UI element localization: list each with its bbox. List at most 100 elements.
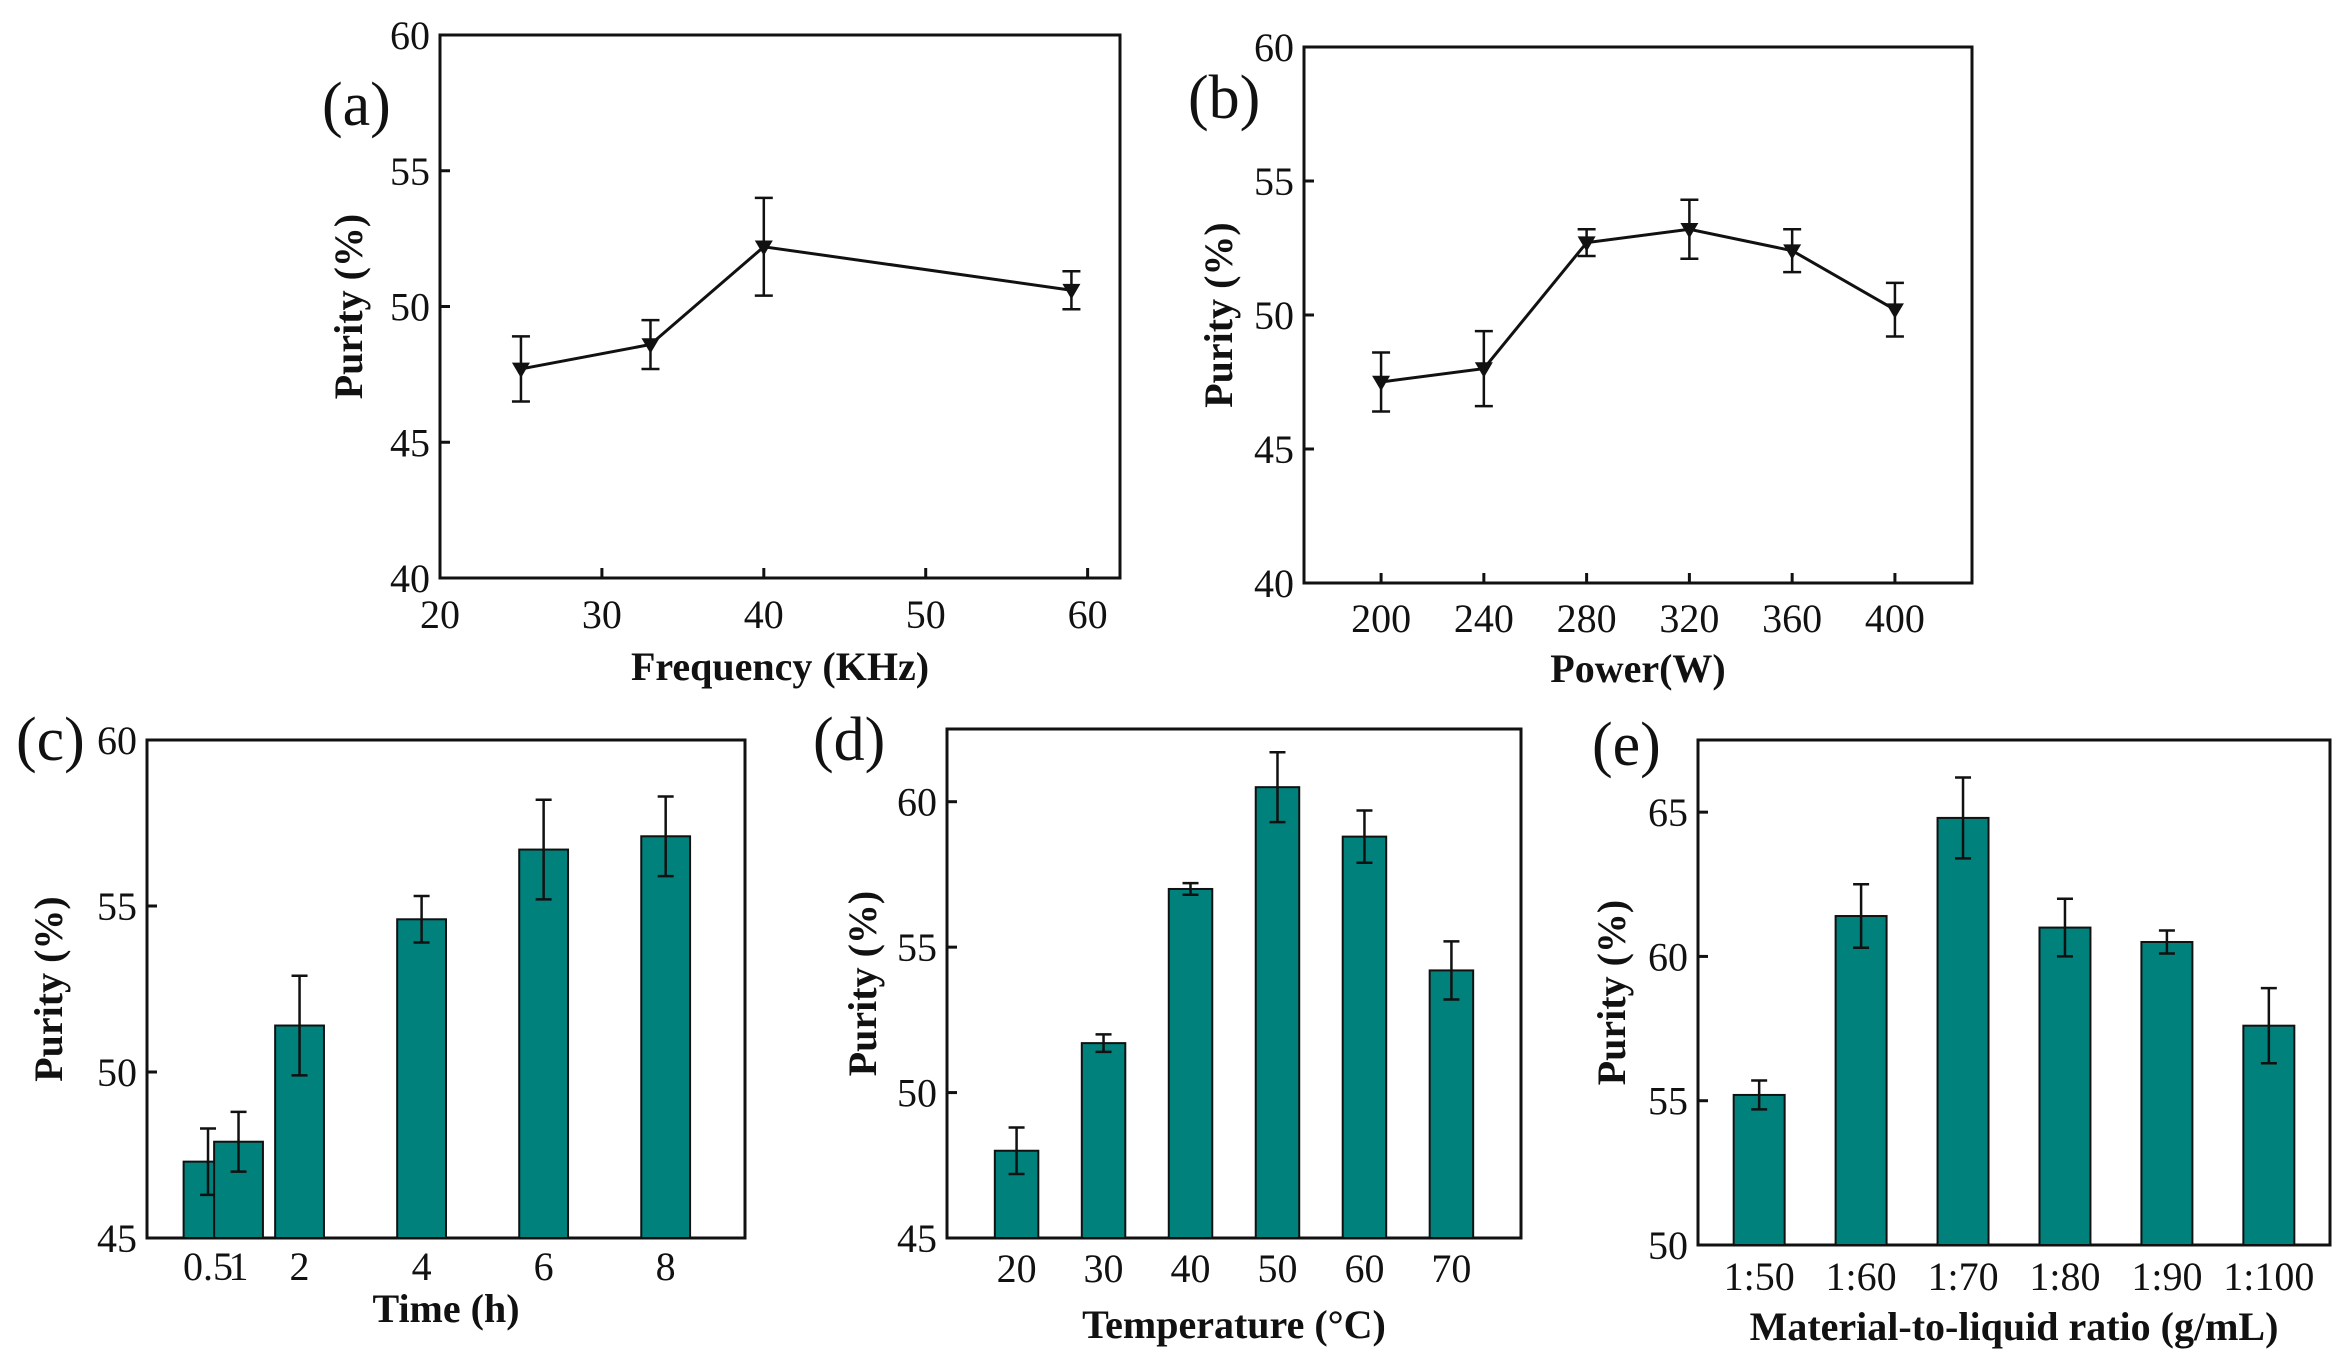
bar-60 — [1341, 835, 1388, 1239]
x-tick-label: 20 — [420, 592, 460, 637]
y-tick-label: 45 — [97, 1216, 137, 1261]
y-tick-label: 65 — [1648, 790, 1688, 835]
x-axis-title: Power(W) — [1550, 646, 1725, 691]
y-tick-label: 50 — [1254, 293, 1294, 338]
x-tick-label: 360 — [1762, 596, 1822, 641]
y-tick-label: 50 — [897, 1071, 937, 1116]
x-tick-label: 1:50 — [1724, 1254, 1795, 1299]
y-tick-label: 50 — [390, 285, 430, 330]
y-tick-label: 40 — [390, 556, 430, 601]
series-line — [520, 245, 1072, 371]
y-tick-label: 60 — [1254, 25, 1294, 70]
x-tick-label: 4 — [412, 1244, 432, 1289]
plot-frame — [438, 33, 1122, 580]
x-tick-label: 240 — [1454, 596, 1514, 641]
x-tick-label: 2 — [290, 1244, 310, 1289]
bar-50 — [1254, 786, 1301, 1240]
y-tick-label: 60 — [390, 13, 430, 58]
y-axis-title: Purity (%) — [326, 214, 371, 400]
data-point — [511, 362, 530, 378]
x-tick-label: 1:100 — [2223, 1254, 2314, 1299]
panel-label-d: (d) — [813, 706, 885, 774]
x-tick-label: 60 — [1068, 592, 1108, 637]
plot-frame — [1696, 738, 2332, 1247]
chart-panel-c: (c) 45 50 55 60 0.51 2 4 6 8 Time (h) Purity (%) — [16, 706, 747, 1331]
bar-1:70 — [1936, 816, 1990, 1247]
x-tick-label: 1:60 — [1826, 1254, 1897, 1299]
x-tick-label: 0.5 — [183, 1244, 233, 1289]
x-tick-label: 60 — [1344, 1246, 1384, 1291]
bar-6 — [518, 848, 570, 1239]
y-tick-label: 55 — [390, 149, 430, 194]
bar-1:80 — [2038, 926, 2092, 1246]
y-axis-title: Purity (%) — [1589, 900, 1634, 1086]
x-tick-label: 1:90 — [2131, 1254, 2202, 1299]
y-tick-label: 60 — [897, 780, 937, 825]
x-tick-label: 8 — [656, 1244, 676, 1289]
x-axis-title: Temperature (°C) — [1082, 1302, 1386, 1347]
data-point — [1885, 303, 1904, 319]
bar-8 — [640, 835, 692, 1240]
bar-1:90 — [2140, 941, 2194, 1246]
data-point — [641, 338, 660, 354]
x-tick-label: 30 — [1084, 1246, 1124, 1291]
y-tick-label: 45 — [1254, 427, 1294, 472]
chart-panel-d: (d) 45 50 55 60 20 30 40 50 60 70 Temperature (°C) P… — [813, 706, 1523, 1347]
x-tick-label: 40 — [1171, 1246, 1211, 1291]
data-point — [754, 240, 773, 256]
x-tick-label: 30 — [582, 592, 622, 637]
x-tick-label: 320 — [1659, 596, 1719, 641]
data-point — [1680, 222, 1699, 239]
y-axis-title: Purity (%) — [1196, 222, 1241, 408]
panel-label-b: (b) — [1188, 64, 1260, 132]
bar-30 — [1080, 1042, 1127, 1240]
series-line — [1380, 227, 1896, 384]
x-tick-label: 280 — [1557, 596, 1617, 641]
bar-40 — [1167, 887, 1214, 1239]
chart-panel-a: (a) 40 45 50 55 60 20 30 40 50 60 Frequency (KHz) Pu… — [322, 13, 1122, 689]
x-tick-label: 20 — [997, 1246, 1037, 1291]
x-tick-label: 40 — [744, 592, 784, 637]
bar-4 — [396, 918, 448, 1240]
data-point — [1372, 375, 1391, 391]
y-axis-title: Purity (%) — [840, 891, 885, 1077]
chart-panel-b: (b) 40 45 50 55 60 200 240 280 320 360 400 Power(W) P… — [1188, 25, 1974, 691]
plot-frame — [1302, 45, 1974, 585]
x-tick-label: 1:80 — [2029, 1254, 2100, 1299]
y-tick-label: 55 — [897, 925, 937, 970]
y-tick-label: 55 — [1254, 159, 1294, 204]
x-axis-title: Time (h) — [372, 1286, 519, 1331]
y-tick-label: 45 — [390, 420, 430, 465]
panel-label-a: (a) — [322, 71, 391, 139]
x-tick-label: 50 — [906, 592, 946, 637]
y-tick-label: 55 — [1648, 1079, 1688, 1124]
x-tick-label: 70 — [1431, 1246, 1471, 1291]
x-tick-label: 400 — [1865, 596, 1925, 641]
y-tick-label: 60 — [97, 718, 137, 763]
data-point — [1577, 236, 1596, 252]
x-tick-label: 6 — [534, 1244, 554, 1289]
x-tick-label: 50 — [1257, 1246, 1297, 1291]
x-tick-label: 1 — [229, 1244, 249, 1289]
bar-1:50 — [1732, 1093, 1786, 1247]
panel-label-e: (e) — [1592, 711, 1661, 779]
y-axis-title: Purity (%) — [26, 896, 71, 1082]
data-point — [1062, 283, 1081, 300]
panel-label-c: (c) — [16, 706, 85, 774]
y-tick-label: 55 — [97, 884, 137, 929]
x-axis-title: Frequency (KHz) — [631, 644, 929, 689]
x-tick-label: 200 — [1351, 596, 1411, 641]
plot-frame — [945, 727, 1523, 1240]
y-tick-label: 50 — [97, 1050, 137, 1095]
x-tick-label: 1:70 — [1927, 1254, 1998, 1299]
data-point — [1474, 362, 1493, 378]
chart-panel-e: (e) 50 55 60 65 1:50 1:60 1:70 1:80 1:90 1:100 Mate… — [1589, 711, 2332, 1349]
bar-70 — [1428, 969, 1475, 1239]
y-tick-label: 40 — [1254, 561, 1294, 606]
bar-1:60 — [1834, 915, 1888, 1246]
x-axis-title: Material-to-liquid ratio (g/mL) — [1750, 1304, 2279, 1349]
y-tick-label: 45 — [897, 1216, 937, 1261]
data-point — [1783, 244, 1802, 260]
y-tick-label: 50 — [1648, 1223, 1688, 1268]
